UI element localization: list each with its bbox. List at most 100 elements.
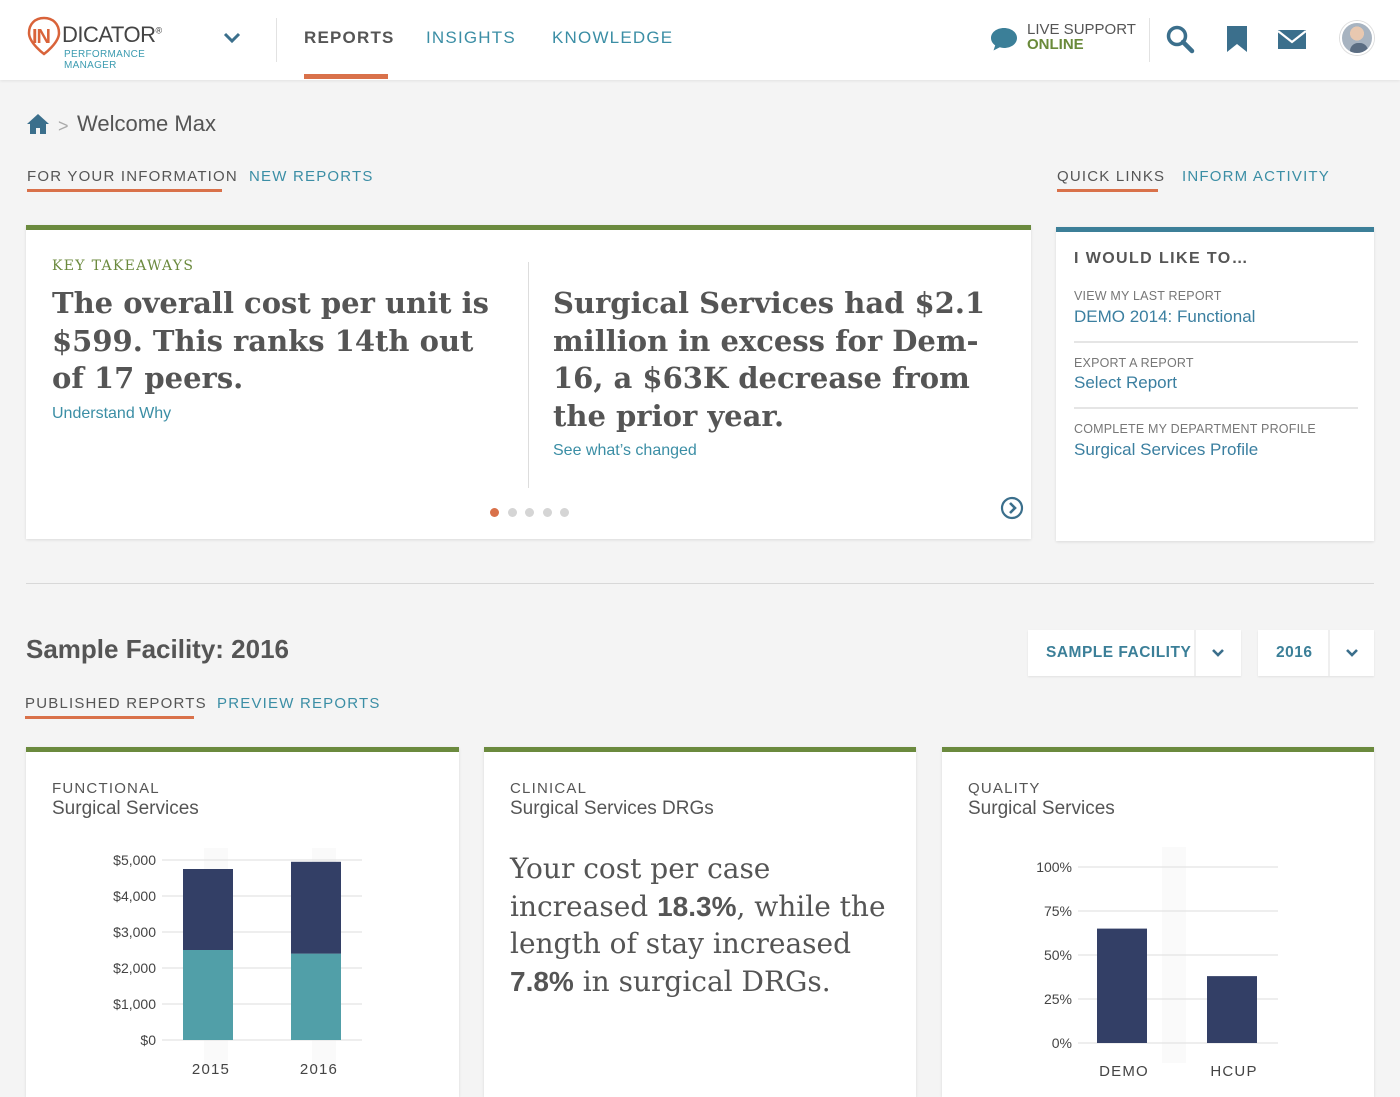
quick-links-card: I WOULD LIKE TO… VIEW MY LAST REPORT DEM… <box>1056 227 1374 541</box>
report-category: CLINICAL <box>510 780 588 797</box>
section-divider <box>26 583 1374 584</box>
page-title: Welcome Max <box>77 111 216 136</box>
search-icon[interactable] <box>1165 24 1195 54</box>
logo-subtitle: PERFORMANCE MANAGER <box>64 49 146 71</box>
report-card-functional[interactable]: FUNCTIONAL Surgical Services $5,000 $4,00… <box>26 747 459 1097</box>
carousel-dot[interactable] <box>490 508 499 517</box>
facility-select[interactable]: SAMPLE FACILITY <box>1028 630 1241 676</box>
y-tick-label: 25% <box>1044 991 1072 1007</box>
nav-reports[interactable]: REPORTS <box>304 28 395 47</box>
facility-title: Sample Facility: 2016 <box>26 634 290 664</box>
carousel-dot[interactable] <box>507 508 517 517</box>
logo-pin-icon <box>27 16 61 56</box>
nav-insights[interactable]: INSIGHTS <box>426 28 516 47</box>
y-tick-label: $1,000 <box>113 996 156 1012</box>
report-category: FUNCTIONAL <box>52 780 160 797</box>
y-tick-label: 75% <box>1044 903 1072 919</box>
carousel-next-icon[interactable] <box>1000 496 1024 520</box>
tab-active-indicator <box>27 189 222 192</box>
home-icon[interactable] <box>26 113 50 135</box>
y-tick-label: 0% <box>1052 1035 1072 1051</box>
clinical-summary-text: in surgical DRGs. <box>573 964 831 998</box>
report-title: Surgical Services <box>52 798 199 819</box>
y-tick-label: 50% <box>1044 947 1072 963</box>
los-increase-value: 7.8% <box>510 965 574 997</box>
support-status: ONLINE <box>1027 36 1084 53</box>
takeaway-headline: Surgical Services had $2.1 million in ex… <box>553 286 986 433</box>
quality-comparison-chart: 100% 75% 50% 25% 0% DEMO HCUP <box>1036 847 1278 1080</box>
mail-icon[interactable] <box>1277 24 1307 54</box>
clinical-summary: Your cost per case increased 18.3%, whil… <box>510 850 900 1000</box>
key-takeaways-card: KEY TAKEAWAYS The overall cost per unit … <box>26 225 1031 539</box>
chevron-down-icon <box>1346 649 1358 657</box>
carousel-dot[interactable] <box>525 508 534 517</box>
bar-segment <box>183 950 233 1040</box>
functional-cost-chart: $5,000 $4,000 $3,000 $2,000 $1,000 $0 2015 2016 <box>113 848 362 1078</box>
logo-main-text: DICATOR <box>62 22 156 47</box>
logo-registered-mark: ® <box>155 25 162 36</box>
quick-link-profile[interactable]: Surgical Services Profile <box>1074 440 1259 459</box>
y-tick-label: $0 <box>140 1032 156 1048</box>
logo-in-text: IN <box>32 26 51 48</box>
header-divider-right <box>1149 18 1150 62</box>
bar-segment <box>291 861 341 954</box>
bar-segment <box>183 869 233 950</box>
clinical-summary-text: Your cost per case increased <box>510 852 771 923</box>
avatar[interactable] <box>1340 21 1374 55</box>
tab-quick-links[interactable]: QUICK LINKS <box>1057 168 1166 185</box>
takeaway-headline: The overall cost per unit is $599. This … <box>52 286 489 395</box>
x-tick-label: DEMO <box>1099 1063 1149 1080</box>
divider <box>1074 407 1358 409</box>
quick-link-last-report[interactable]: DEMO 2014: Functional <box>1074 307 1256 326</box>
tab-inform-activity[interactable]: INFORM ACTIVITY <box>1182 168 1331 185</box>
report-title: Surgical Services <box>968 798 1115 819</box>
tab-for-your-information[interactable]: FOR YOUR INFORMATION <box>27 168 238 185</box>
year-select-value: 2016 <box>1276 644 1313 661</box>
nav-knowledge[interactable]: KNOWLEDGE <box>552 28 674 47</box>
indicator-logo[interactable]: IN DICATOR® PERFORMANCE MANAGER <box>26 16 186 71</box>
y-tick-label: 100% <box>1036 859 1072 875</box>
carousel-dot[interactable] <box>542 508 552 517</box>
report-card-clinical[interactable]: CLINICAL Surgical Services DRGs Your cos… <box>484 747 916 1097</box>
divider <box>1074 341 1358 343</box>
x-tick-label: 2015 <box>192 1061 230 1078</box>
top-navigation-bar: IN DICATOR® PERFORMANCE MANAGER REPORTS … <box>0 0 1400 80</box>
key-takeaways-label: KEY TAKEAWAYS <box>52 258 195 274</box>
live-support-label[interactable]: LIVE SUPPORT <box>1027 21 1136 38</box>
bookmark-icon[interactable] <box>1222 24 1252 54</box>
x-tick-label: 2016 <box>300 1061 338 1078</box>
breadcrumb-separator: > <box>58 116 69 136</box>
carousel-dot[interactable] <box>560 508 569 517</box>
tab-new-reports[interactable]: NEW REPORTS <box>249 168 374 185</box>
y-tick-label: $2,000 <box>113 960 156 976</box>
tab-active-indicator <box>25 716 194 719</box>
nav-active-indicator <box>304 74 388 79</box>
understand-why-link[interactable]: Understand Why <box>52 405 172 422</box>
clinical-summary-text: , while the length of stay increased <box>510 889 886 961</box>
y-tick-label: $5,000 <box>113 852 156 868</box>
logo-wordmark: DICATOR® <box>62 22 162 48</box>
cost-increase-value: 18.3% <box>657 890 737 922</box>
bar <box>1097 928 1147 1043</box>
tab-published-reports[interactable]: PUBLISHED REPORTS <box>25 695 207 712</box>
see-whats-changed-link[interactable]: See what’s changed <box>553 442 697 459</box>
report-card-quality[interactable]: QUALITY Surgical Services 100% 75% 50% 25% 0… <box>942 747 1374 1097</box>
year-select[interactable]: 2016 <box>1258 630 1374 676</box>
bar <box>1207 976 1257 1043</box>
y-tick-label: $4,000 <box>113 888 156 904</box>
facility-select-value: SAMPLE FACILITY <box>1046 644 1192 661</box>
select-divider <box>1328 630 1330 676</box>
quick-link-select-report[interactable]: Select Report <box>1074 373 1177 392</box>
quick-link-label: COMPLETE MY DEPARTMENT PROFILE <box>1074 422 1316 436</box>
chevron-down-icon <box>1212 649 1224 657</box>
chat-bubble-icon[interactable] <box>990 26 1018 52</box>
takeaway-divider <box>528 262 529 488</box>
header-divider <box>276 18 277 62</box>
quick-links-title: I WOULD LIKE TO… <box>1074 250 1249 267</box>
tab-active-indicator <box>1057 189 1158 192</box>
chevron-down-icon[interactable] <box>222 28 242 48</box>
quick-link-label: VIEW MY LAST REPORT <box>1074 289 1222 303</box>
quick-link-label: EXPORT A REPORT <box>1074 356 1194 370</box>
bar-segment <box>291 953 341 1040</box>
tab-preview-reports[interactable]: PREVIEW REPORTS <box>217 695 381 712</box>
